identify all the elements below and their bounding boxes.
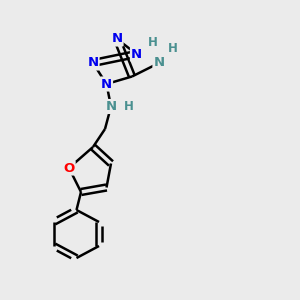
Text: N: N [87, 56, 99, 70]
Text: O: O [63, 161, 75, 175]
Text: N: N [131, 47, 142, 61]
Text: H: H [124, 100, 134, 113]
Text: N: N [105, 100, 117, 113]
Text: N: N [111, 32, 123, 46]
Text: H: H [168, 41, 177, 55]
Text: N: N [101, 77, 112, 91]
Text: H: H [148, 35, 158, 49]
Text: N: N [153, 56, 165, 70]
